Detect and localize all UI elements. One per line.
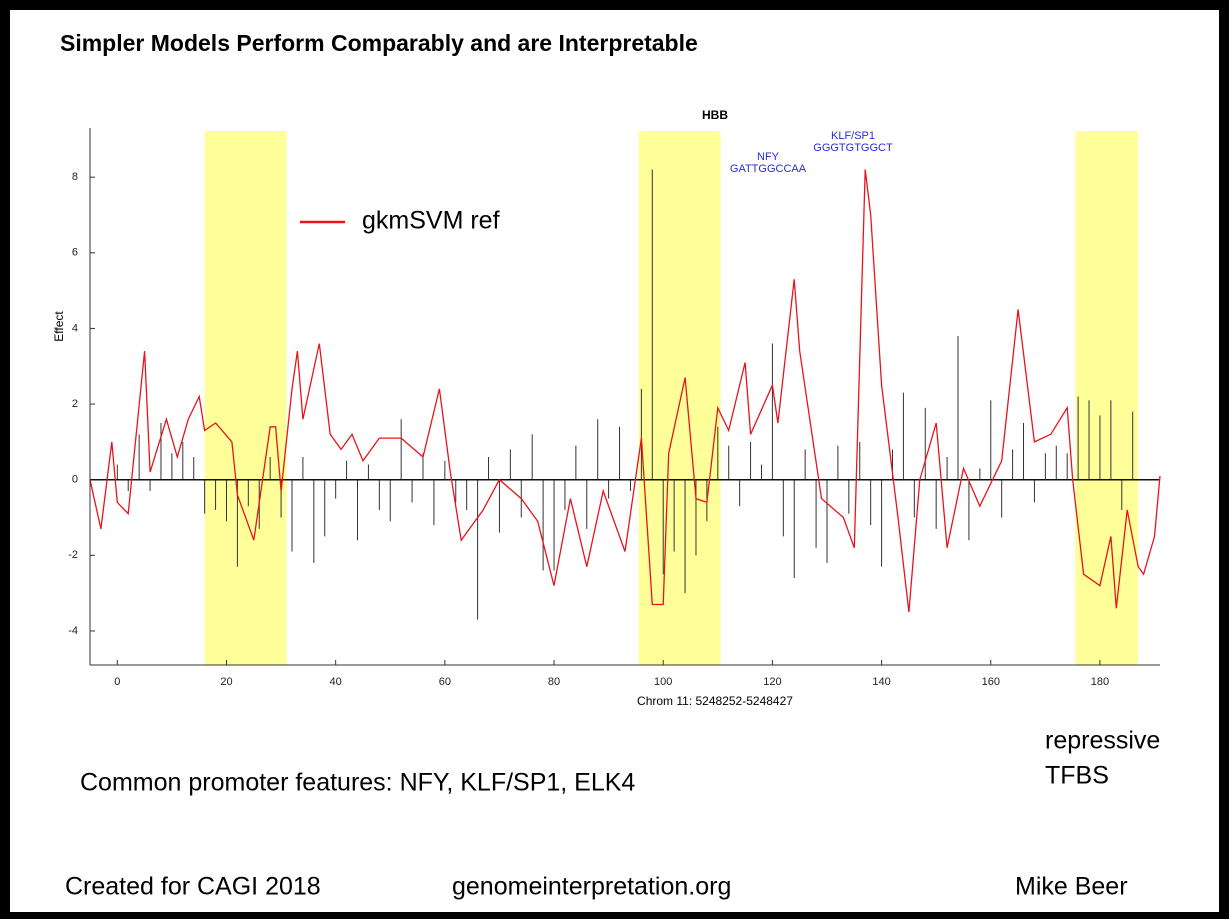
x-tick-label: 20 — [220, 676, 232, 688]
slide-note: Common promoter features: NFY, KLF/SP1, … — [80, 769, 635, 797]
x-tick-label: 40 — [330, 676, 342, 688]
side-note: TFBS — [1045, 762, 1109, 790]
annotation: GGGTGTGGCT — [813, 142, 893, 154]
y-tick-label: -2 — [68, 549, 78, 561]
x-tick-label: 160 — [982, 676, 1000, 688]
annotation: NFY — [757, 151, 780, 163]
y-tick-label: 6 — [72, 247, 78, 259]
plot: 0 20 40 60 80 100 120 140 160 180 -4 -2 0 2 4 6 8 HBB Chro… — [52, 108, 1161, 708]
x-tick-label: 180 — [1091, 676, 1109, 688]
series-line — [89, 169, 1161, 613]
x-tick-label: 120 — [763, 676, 781, 688]
x-tick-label: 140 — [872, 676, 890, 688]
footer-text: Mike Beer — [1015, 873, 1128, 901]
highlight-band — [204, 131, 287, 665]
footer-text: Created for CAGI 2018 — [65, 873, 321, 901]
y-tick-label: 0 — [72, 474, 78, 486]
annotation: GATTGGCCAA — [730, 163, 807, 175]
slide-title: Simpler Models Perform Comparably and ar… — [60, 30, 698, 56]
x-tick-label: 100 — [654, 676, 672, 688]
y-tick-label: 8 — [72, 171, 78, 183]
x-axis-label: Chrom 11: 5248252-5248427 — [637, 694, 793, 708]
y-axis-label: Effect — [52, 311, 66, 342]
y-tick-label: 4 — [72, 322, 78, 334]
legend-label: gkmSVM ref — [362, 207, 500, 235]
y-tick-label: 2 — [72, 398, 78, 410]
side-note: repressive — [1045, 727, 1160, 755]
footer-text: genomeinterpretation.org — [452, 873, 731, 901]
x-tick-label: 0 — [114, 676, 120, 688]
y-tick-label: -4 — [68, 625, 78, 637]
chart-title: HBB — [702, 108, 728, 122]
x-tick-label: 80 — [548, 676, 560, 688]
annotation: KLF/SP1 — [831, 130, 875, 142]
x-tick-label: 60 — [439, 676, 451, 688]
highlight-band — [1075, 131, 1139, 665]
